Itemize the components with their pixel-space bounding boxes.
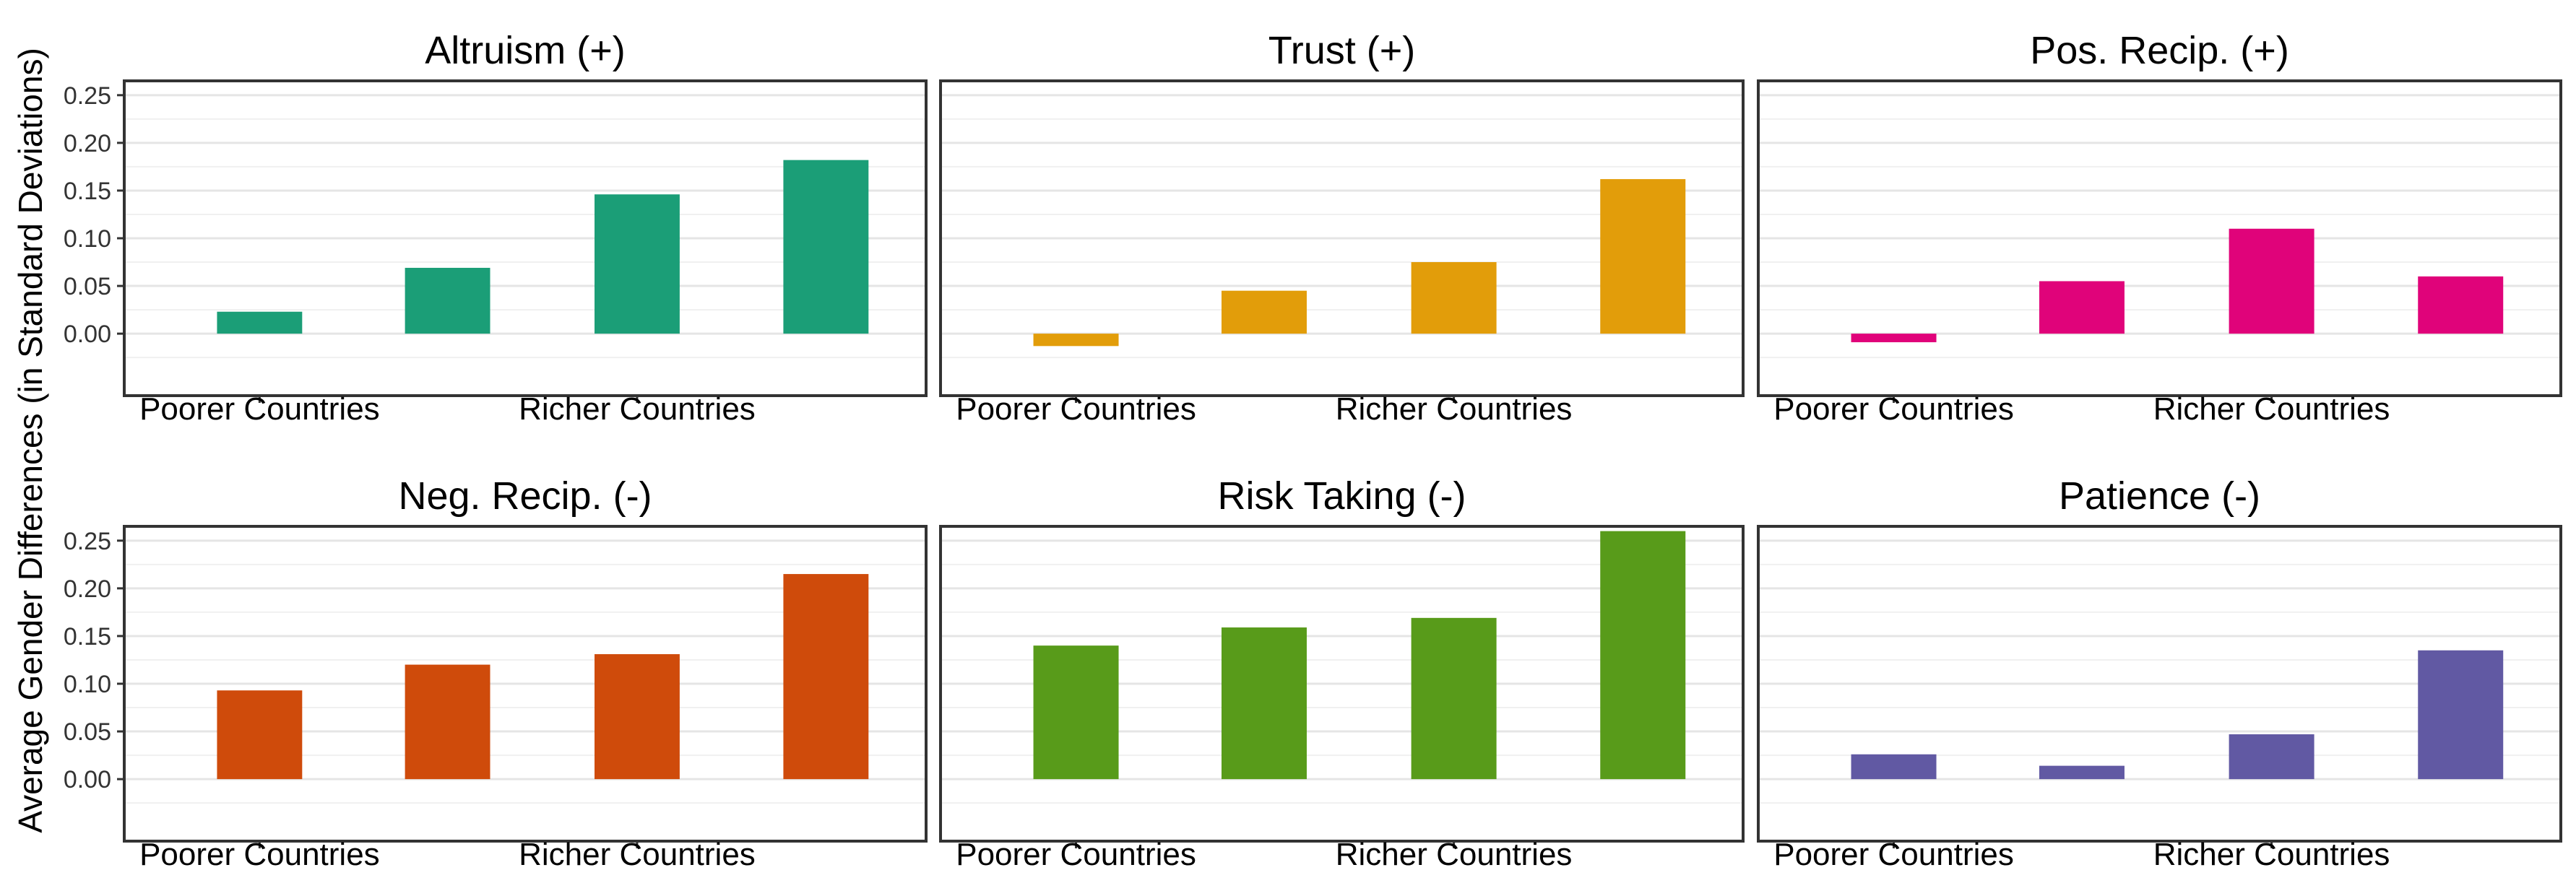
panel-5: Risk Taking (-) Poorer Countries Richer Co… (939, 474, 1745, 872)
x-tick-label: Poorer Countries (139, 391, 380, 427)
bar (1033, 334, 1119, 347)
x-tick-label: Poorer Countries (956, 837, 1196, 872)
panel-4: Neg. Recip. (-) Poorer Countries Richer Co… (64, 474, 928, 872)
bar (405, 664, 490, 780)
y-tick-label: 0.05 (64, 273, 111, 300)
x-tick-label: Richer Countries (519, 391, 756, 427)
y-tick-label: 0.20 (64, 130, 111, 157)
bar (783, 160, 869, 334)
bar (1411, 617, 1497, 780)
x-tick-label: Richer Countries (2153, 391, 2390, 427)
bar (1221, 627, 1307, 780)
panel-title: Neg. Recip. (-) (398, 474, 652, 518)
bar (595, 194, 680, 334)
bar (1221, 290, 1307, 334)
panel-6: Patience (-) Poorer Countries Richer Count… (1757, 474, 2562, 872)
bar (2039, 765, 2125, 780)
chart-panels: Altruism (+) Poorer Countries Richer Count… (64, 29, 2562, 872)
y-tick-label: 0.10 (64, 671, 111, 698)
y-tick-label: 0.15 (64, 623, 111, 651)
y-tick-label: 0.15 (64, 178, 111, 205)
bar (217, 311, 303, 334)
y-tick-label: 0.00 (64, 766, 111, 793)
bar (1411, 262, 1497, 334)
bar (783, 574, 869, 780)
x-tick-label: Poorer Countries (139, 837, 380, 872)
y-tick-label: 0.20 (64, 575, 111, 603)
panel-border (1757, 525, 2562, 843)
y-tick-label: 0.00 (64, 321, 111, 348)
x-tick-label: Richer Countries (1336, 391, 1573, 427)
x-tick-label: Poorer Countries (1773, 837, 2014, 872)
bar (1851, 334, 1937, 343)
x-tick-label: Poorer Countries (1773, 391, 2014, 427)
y-tick-label: 0.05 (64, 718, 111, 746)
bar (1033, 645, 1119, 780)
x-tick-label: Poorer Countries (956, 391, 1196, 427)
x-tick-label: Richer Countries (2153, 837, 2390, 872)
y-axis-label: Average Gender Differences (in Standard … (12, 48, 49, 833)
bar (2229, 734, 2314, 780)
panel-2: Trust (+) Poorer Countries Richer Countrie… (939, 29, 1745, 427)
panel-title: Risk Taking (-) (1217, 474, 1466, 518)
bar (2418, 276, 2504, 334)
y-tick-label: 0.25 (64, 82, 111, 110)
bar (2229, 228, 2314, 334)
bar (1600, 531, 1686, 780)
bar (1600, 179, 1686, 334)
bar (217, 690, 303, 780)
bar (405, 267, 490, 334)
bar (1851, 754, 1937, 780)
panel-title: Trust (+) (1268, 29, 1416, 72)
panel-title: Altruism (+) (425, 29, 626, 72)
panel-1: Altruism (+) Poorer Countries Richer Count… (64, 29, 928, 427)
panel-title: Pos. Recip. (+) (2030, 29, 2289, 72)
panel-3: Pos. Recip. (+) Poorer Countries Richer Co… (1757, 29, 2562, 427)
y-tick-label: 0.10 (64, 225, 111, 253)
bar (2039, 281, 2125, 334)
panel-border (939, 525, 1745, 843)
panel-border (1757, 79, 2562, 397)
bar (2418, 650, 2504, 780)
y-tick-label: 0.25 (64, 528, 111, 555)
panel-border (939, 79, 1745, 397)
bar (595, 654, 680, 780)
panel-title: Patience (-) (2059, 474, 2260, 518)
x-tick-label: Richer Countries (1336, 837, 1573, 872)
x-tick-label: Richer Countries (519, 837, 756, 872)
